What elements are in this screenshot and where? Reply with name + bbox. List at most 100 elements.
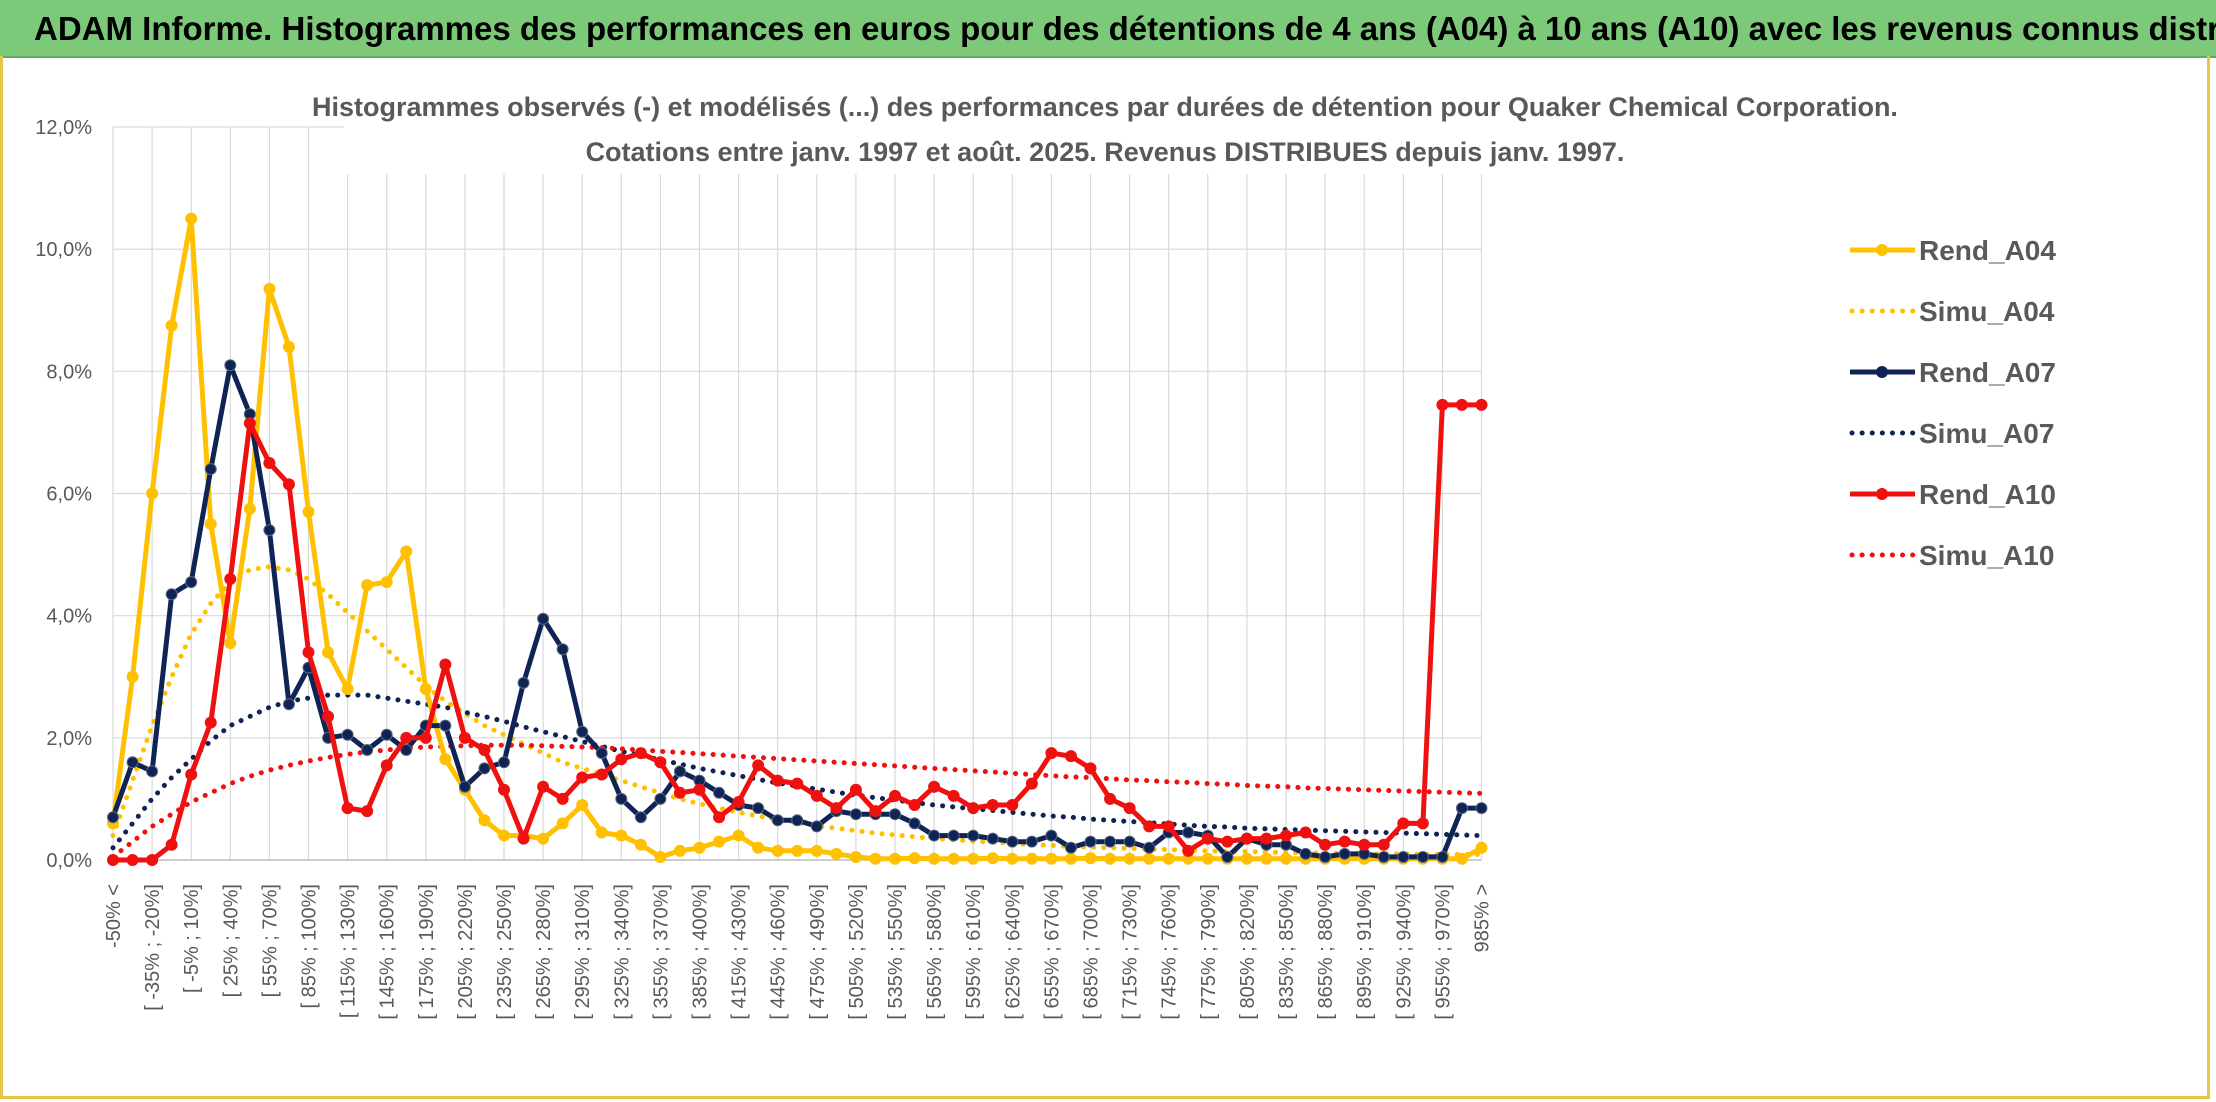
title-background (344, 86, 1884, 174)
data-point-rend-a04 (654, 850, 667, 863)
data-point-rend-a10 (361, 805, 374, 818)
x-tick-label: [ 325% ; 340%] (611, 884, 633, 1020)
x-tick-label: [ 715% ; 730%] (1120, 884, 1142, 1020)
data-point-rend-a04 (341, 682, 354, 695)
data-point-rend-a07 (1377, 850, 1390, 863)
legend-label-simu-a10: Simu_A10 (1919, 540, 2054, 571)
data-point-rend-a04 (380, 576, 393, 589)
data-point-rend-a04 (908, 852, 921, 865)
data-point-rend-a10 (517, 832, 530, 845)
data-point-rend-a04 (1104, 852, 1117, 865)
data-point-rend-a10 (263, 456, 276, 469)
data-point-rend-a07 (1338, 847, 1351, 860)
data-point-rend-a04 (126, 670, 139, 683)
data-point-rend-a07 (1455, 802, 1468, 815)
data-point-rend-a10 (791, 777, 804, 790)
data-point-rend-a10 (615, 753, 628, 766)
series-line-simu-a07 (110, 692, 1484, 851)
data-point-rend-a07 (1221, 850, 1234, 863)
y-tick-label: 4,0% (46, 606, 92, 628)
data-point-rend-a10 (1319, 838, 1332, 851)
data-point-rend-a07 (1104, 835, 1117, 848)
data-point-rend-a04 (928, 852, 941, 865)
data-point-rend-a10 (1299, 826, 1312, 839)
x-tick-label: [ 805% ; 820%] (1237, 884, 1259, 1020)
x-tick-label: [ 205% ; 220%] (455, 884, 477, 1020)
x-tick-label: [ 355% ; 370%] (650, 884, 672, 1020)
x-tick-label: [ 925% ; 940%] (1393, 884, 1415, 1020)
series-line-rend-a10 (113, 402, 1482, 863)
data-point-rend-a07 (791, 814, 804, 827)
y-tick-label: 0,0% (46, 850, 92, 872)
data-point-rend-a10 (107, 854, 119, 866)
x-tick-label: [ 775% ; 790%] (1198, 884, 1220, 1020)
data-point-rend-a07 (947, 829, 960, 842)
data-point-rend-a07 (595, 747, 608, 760)
data-point-rend-a04 (556, 817, 569, 830)
data-point-rend-a04 (1064, 852, 1077, 865)
data-point-rend-a10 (576, 771, 589, 784)
y-tick-label: 12,0% (35, 117, 92, 139)
data-point-rend-a07 (224, 359, 237, 372)
series-line-rend-a04 (110, 216, 1483, 862)
data-point-rend-a07 (908, 817, 921, 830)
data-point-rend-a10 (1201, 832, 1214, 845)
data-point-rend-a07 (439, 719, 452, 732)
data-point-rend-a04 (224, 637, 237, 650)
data-point-rend-a07 (1064, 841, 1077, 854)
data-point-rend-a10 (1240, 832, 1253, 845)
series-lines (107, 212, 1488, 866)
data-point-rend-a07 (576, 725, 589, 738)
y-tick-label: 2,0% (46, 728, 92, 750)
data-point-rend-a10 (693, 783, 706, 796)
data-point-rend-a07 (967, 829, 980, 842)
data-point-rend-a07 (498, 756, 510, 769)
data-point-rend-a10 (713, 811, 726, 824)
x-tick-label: 985% > (1472, 884, 1494, 952)
legend-label-rend-a07: Rend_A07 (1919, 357, 2056, 388)
data-point-rend-a10 (400, 731, 413, 744)
data-point-rend-a10 (1338, 835, 1351, 848)
data-point-rend-a07 (537, 612, 550, 625)
data-point-rend-a10 (478, 744, 491, 757)
data-point-rend-a10 (185, 768, 198, 781)
data-point-rend-a10 (1221, 835, 1234, 848)
data-point-rend-a04 (693, 841, 706, 854)
x-tick-label: [ -35% ; -20%] (142, 884, 164, 1011)
data-point-rend-a10 (849, 783, 862, 796)
report-banner: ADAM Informe. Histogrammes des performan… (0, 0, 2216, 58)
data-point-rend-a07 (361, 744, 374, 757)
data-point-rend-a10 (224, 573, 237, 586)
data-point-rend-a07 (1319, 850, 1332, 863)
x-tick-label: [ 685% ; 700%] (1081, 884, 1103, 1020)
data-point-rend-a07 (986, 832, 999, 845)
data-point-rend-a07 (400, 744, 413, 757)
legend-marker-rend-a07 (1876, 366, 1888, 378)
y-tick-label: 8,0% (46, 361, 92, 383)
data-point-rend-a10 (595, 768, 608, 781)
data-point-rend-a10 (986, 799, 999, 812)
data-point-rend-a07 (1025, 835, 1038, 848)
data-point-rend-a10 (830, 802, 843, 815)
data-point-rend-a07 (849, 808, 862, 821)
data-point-rend-a10 (1143, 820, 1156, 833)
data-point-rend-a04 (185, 212, 198, 225)
legend-marker-rend-a10 (1876, 488, 1888, 500)
data-point-rend-a10 (126, 854, 139, 866)
x-tick-label: [ 115% ; 130%] (338, 884, 360, 1018)
data-point-rend-a04 (1143, 852, 1156, 865)
data-point-rend-a10 (1260, 832, 1273, 845)
data-point-rend-a04 (1025, 852, 1038, 865)
data-point-rend-a04 (165, 319, 178, 332)
data-point-rend-a10 (1123, 802, 1136, 815)
data-point-rend-a04 (1084, 852, 1097, 865)
x-tick-label: [ 415% ; 430%] (729, 884, 751, 1020)
data-point-rend-a10 (1280, 829, 1292, 842)
data-point-rend-a10 (752, 759, 765, 772)
data-point-rend-a04 (282, 340, 295, 353)
data-point-rend-a04 (752, 841, 765, 854)
data-point-rend-a10 (1006, 799, 1019, 812)
data-point-rend-a07 (478, 762, 491, 775)
data-point-rend-a10 (967, 802, 980, 815)
x-tick-label: [ -5% ; 10%] (181, 884, 203, 993)
